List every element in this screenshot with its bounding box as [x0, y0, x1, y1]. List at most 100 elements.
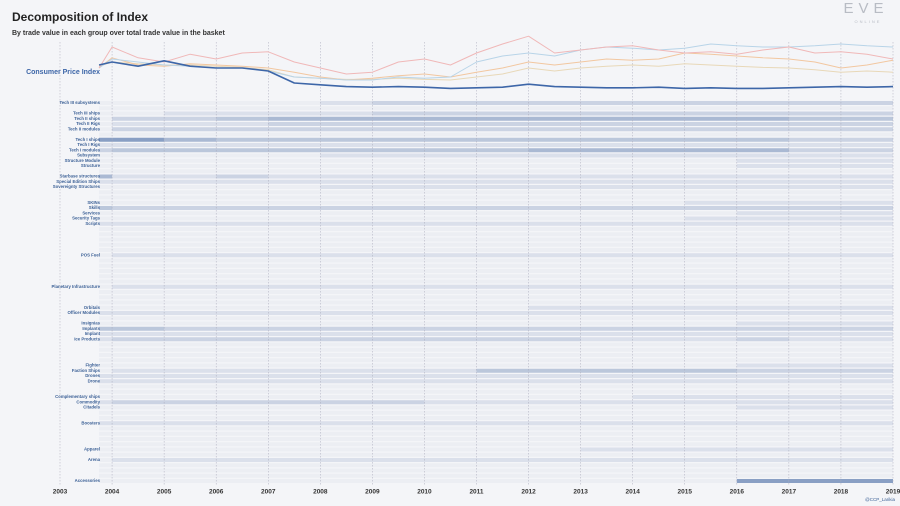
heat-cell — [633, 416, 685, 420]
heat-cell — [216, 217, 268, 221]
heat-cell — [320, 174, 373, 179]
heat-cell — [268, 374, 321, 378]
heat-cell — [372, 337, 425, 342]
heat-cell — [164, 190, 216, 194]
heat-cell — [581, 411, 633, 415]
heat-cell — [112, 364, 164, 368]
heat-cell — [633, 322, 685, 326]
heat-cell — [320, 395, 372, 399]
heat-cell — [99, 159, 112, 163]
heat-cell — [581, 437, 633, 441]
heat-cell — [320, 201, 372, 205]
heat-cell — [216, 243, 268, 247]
heat-cell — [788, 374, 841, 378]
heat-cell — [320, 259, 372, 263]
heat-cell — [320, 411, 372, 415]
heat-cell — [216, 458, 269, 462]
heat-cell — [632, 400, 685, 405]
heat-cell — [632, 122, 685, 126]
heat-cell — [424, 337, 477, 342]
heat-cell — [320, 463, 372, 467]
heat-cell — [788, 211, 841, 216]
heat-cell — [581, 395, 633, 399]
heat-cell — [685, 411, 737, 415]
heat-cell — [112, 448, 164, 452]
row-label: Sovereignty Structures — [53, 184, 101, 189]
heat-cell — [164, 264, 216, 268]
heat-cell — [320, 116, 373, 121]
heat-cell — [164, 111, 217, 116]
heat-cell — [424, 101, 477, 105]
heat-cell — [164, 353, 216, 357]
logo-sub: ONLINE — [855, 19, 882, 24]
heat-cell — [476, 253, 529, 258]
heat-cell — [320, 153, 373, 158]
heat-cell — [320, 148, 373, 153]
heat-cell — [99, 364, 112, 368]
heat-cell — [789, 463, 841, 467]
heat-cell — [424, 421, 477, 426]
heat-cell — [320, 448, 372, 452]
heat-cell — [372, 416, 424, 420]
heat-cell — [736, 332, 789, 336]
heat-cell — [424, 406, 476, 410]
heat-cell — [684, 153, 737, 158]
x-tick-label: 2018 — [834, 489, 849, 496]
heat-cell — [112, 379, 165, 384]
heat-cell — [633, 290, 685, 294]
heat-cell — [633, 243, 685, 247]
heat-cell — [372, 221, 425, 226]
heat-cell — [476, 284, 529, 289]
heat-cell — [580, 337, 633, 342]
heat-cell — [320, 185, 373, 189]
heat-cell — [841, 259, 893, 263]
heat-cell — [268, 326, 321, 331]
heat-cell — [112, 353, 164, 357]
heat-cell — [685, 322, 737, 326]
heat-cell — [529, 385, 581, 389]
heat-cell — [112, 127, 165, 132]
heat-cell — [112, 112, 164, 116]
heat-cell — [581, 243, 633, 247]
heat-cell — [684, 101, 737, 105]
heat-cell — [633, 463, 685, 467]
heat-cell — [112, 453, 164, 457]
heat-cell — [581, 169, 633, 173]
row-label: Drones — [85, 373, 100, 378]
heat-cell — [164, 154, 216, 158]
heat-cell — [372, 301, 424, 305]
heat-cell — [737, 196, 789, 200]
heat-cell — [216, 148, 269, 153]
heat-cell — [477, 301, 529, 305]
heat-cell — [424, 332, 477, 336]
heat-cell — [320, 316, 372, 320]
heat-cell — [164, 453, 216, 457]
heat-cell — [529, 448, 581, 452]
heat-cell — [581, 106, 633, 110]
heat-cell — [529, 248, 581, 252]
heat-cell — [320, 211, 372, 215]
heat-cell — [633, 259, 685, 263]
heat-cell — [580, 400, 633, 405]
heat-cell — [477, 196, 529, 200]
heat-cell — [788, 200, 841, 205]
heat-cell — [268, 322, 320, 326]
heat-cell — [528, 137, 581, 142]
heat-cell — [424, 295, 476, 299]
row-label: Skills — [89, 205, 101, 210]
heat-cell — [112, 479, 164, 483]
heat-cell — [737, 353, 789, 357]
heat-cell — [320, 358, 372, 362]
row-band — [99, 206, 893, 210]
heat-cell — [320, 311, 373, 315]
heat-cell — [788, 332, 841, 336]
heat-cell — [268, 243, 320, 247]
heat-cell — [632, 326, 685, 331]
heat-cell — [424, 326, 477, 331]
row-band — [99, 468, 893, 473]
heat-cell — [216, 185, 268, 189]
row-band — [99, 295, 893, 300]
heat-cell — [164, 238, 216, 242]
heat-cell — [268, 306, 320, 310]
heat-cell — [99, 463, 112, 467]
